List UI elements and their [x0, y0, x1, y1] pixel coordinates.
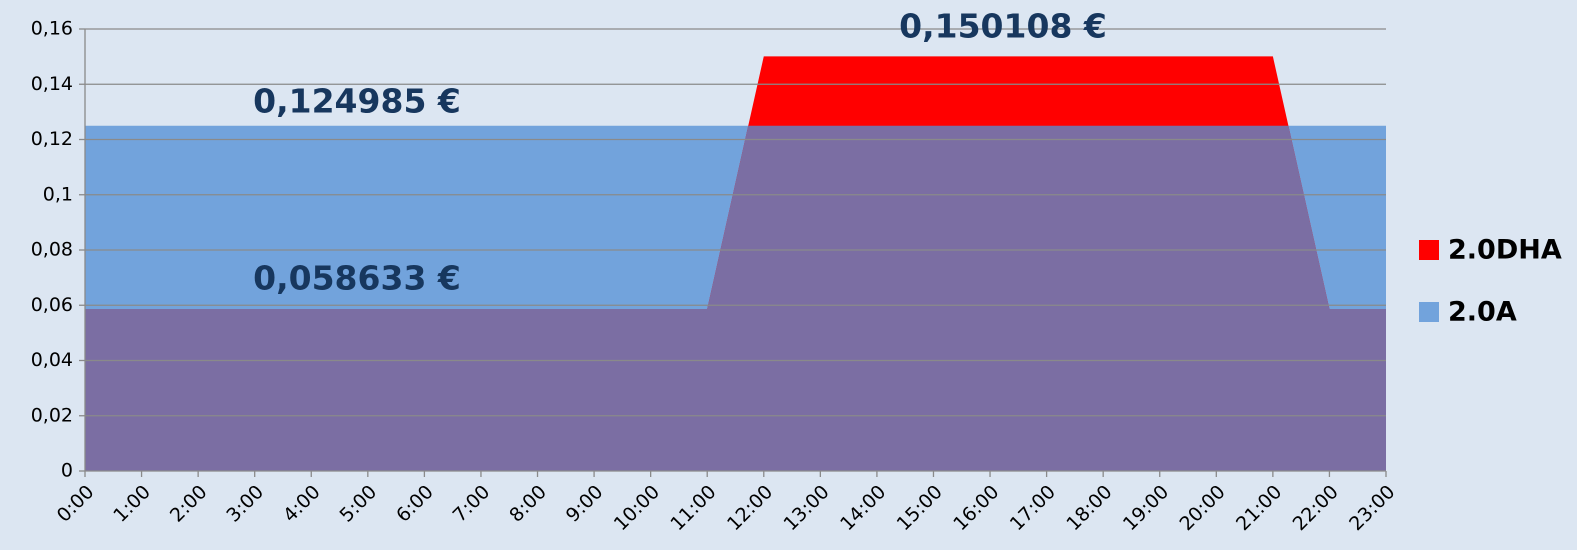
- y-tick-label: 0,14: [31, 73, 73, 95]
- x-tick-label: 5:00: [336, 481, 382, 527]
- x-tick-label: 12:00: [723, 481, 777, 535]
- x-tick-label: 11:00: [666, 481, 720, 535]
- x-tick-label: 20:00: [1175, 481, 1229, 535]
- x-tick-label: 22:00: [1289, 481, 1343, 535]
- area-overlap: [85, 125, 1386, 471]
- annotation: 0,150108 €: [899, 7, 1107, 46]
- x-tick-label: 4:00: [279, 481, 325, 527]
- legend-swatch: [1419, 240, 1439, 260]
- x-tick-label: 10:00: [610, 481, 664, 535]
- y-tick-label: 0,1: [43, 183, 73, 205]
- x-tick-label: 3:00: [222, 481, 268, 527]
- x-tick-label: 14:00: [836, 481, 890, 535]
- x-tick-label: 13:00: [779, 481, 833, 535]
- x-tick-label: 0:00: [53, 481, 99, 527]
- x-tick-label: 2:00: [166, 481, 212, 527]
- x-tick-label: 6:00: [392, 481, 438, 527]
- x-tick-label: 1:00: [109, 481, 155, 527]
- x-tick-label: 19:00: [1119, 481, 1173, 535]
- x-tick-label: 21:00: [1232, 481, 1286, 535]
- annotation: 0,124985 €: [253, 82, 461, 121]
- y-tick-label: 0,16: [31, 18, 73, 40]
- x-tick-label: 9:00: [562, 481, 608, 527]
- x-tick-label: 16:00: [949, 481, 1003, 535]
- x-tick-label: 18:00: [1062, 481, 1116, 535]
- legend-label: 2.0A: [1448, 297, 1517, 328]
- x-tick-label: 15:00: [893, 481, 947, 535]
- x-tick-label: 8:00: [505, 481, 551, 527]
- x-tick-label: 17:00: [1006, 481, 1060, 535]
- annotation: 0,058633 €: [253, 259, 461, 298]
- y-tick-label: 0,04: [31, 349, 73, 371]
- y-tick-label: 0: [61, 460, 73, 482]
- y-tick-label: 0,06: [31, 294, 73, 316]
- x-tick-label: 23:00: [1345, 481, 1399, 535]
- y-tick-label: 0,02: [31, 404, 73, 426]
- y-tick-label: 0,12: [31, 128, 73, 150]
- x-tick-label: 7:00: [449, 481, 495, 527]
- legend-swatch: [1419, 302, 1439, 322]
- legend-label: 2.0DHA: [1448, 235, 1562, 266]
- y-tick-label: 0,08: [31, 239, 73, 261]
